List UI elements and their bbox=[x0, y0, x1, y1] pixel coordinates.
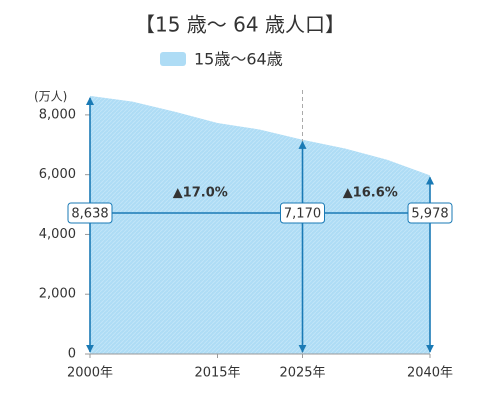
change-label: ▲16.6% bbox=[343, 186, 398, 201]
value-label: 7,170 bbox=[284, 207, 321, 222]
change-label: ▲17.0% bbox=[173, 186, 228, 201]
value-label-box bbox=[407, 202, 453, 224]
y-tick-label: 8,000 bbox=[39, 107, 76, 122]
y-tick-label: 0 bbox=[68, 347, 76, 362]
x-tick-label: 2015年 bbox=[194, 366, 240, 381]
x-tick-label: 2025年 bbox=[279, 366, 325, 381]
legend-swatch bbox=[160, 52, 186, 66]
x-tick-label: 2040年 bbox=[407, 366, 453, 381]
chart-title: 【15 歳～ 64 歳人口】 bbox=[135, 13, 345, 37]
legend-label: 15歳～64歳 bbox=[194, 50, 283, 69]
value-label-box bbox=[67, 202, 113, 224]
x-tick-label: 2000年 bbox=[67, 366, 113, 381]
value-label-box bbox=[280, 202, 325, 224]
y-tick-label: 6,000 bbox=[39, 167, 76, 182]
value-label: 5,978 bbox=[411, 207, 448, 222]
y-tick-label: 2,000 bbox=[39, 287, 76, 302]
y-tick-label: 4,000 bbox=[39, 227, 76, 242]
y-unit: (万人) bbox=[34, 90, 67, 104]
value-label: 8,638 bbox=[71, 207, 108, 222]
area bbox=[90, 95, 430, 355]
